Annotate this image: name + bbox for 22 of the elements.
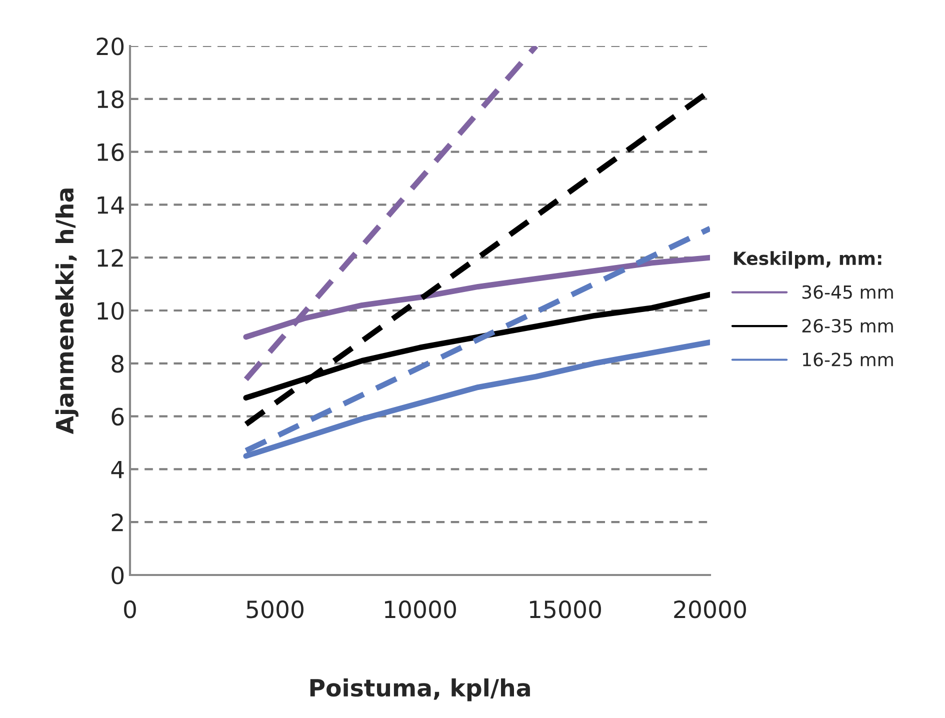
y-tick-label: 14 (98, 196, 124, 214)
y-tick-label: 12 (98, 249, 123, 267)
y-tick-label: 16 (98, 143, 124, 162)
legend-label: 16-25 mm (803, 352, 893, 366)
y-axis-title: Ajanmenekki, h/ha (55, 188, 78, 434)
y-tick-label: 6 (112, 408, 124, 426)
x-tick-label: 0 (124, 600, 136, 618)
y-tick-label: 0 (112, 566, 124, 584)
y-tick-label: 10 (98, 302, 124, 320)
x-axis-title: Poistuma, kpl/ha (310, 678, 530, 702)
x-tick-label: 15000 (530, 600, 601, 618)
x-tick-label: 20000 (674, 600, 746, 618)
x-tick-label: 5000 (246, 600, 304, 618)
legend-label: 26-35 mm (802, 318, 893, 333)
legend-label: 36-45 mm (802, 285, 893, 299)
x-tick-label: 10000 (385, 600, 456, 618)
y-tick-label: 2 (112, 514, 123, 532)
y-tick-label: 8 (112, 354, 124, 373)
y-tick-label: 18 (98, 90, 124, 108)
legend-title: Keskilpm, mm: (734, 251, 882, 269)
y-tick-label: 4 (111, 460, 124, 478)
y-tick-label: 20 (96, 37, 124, 56)
